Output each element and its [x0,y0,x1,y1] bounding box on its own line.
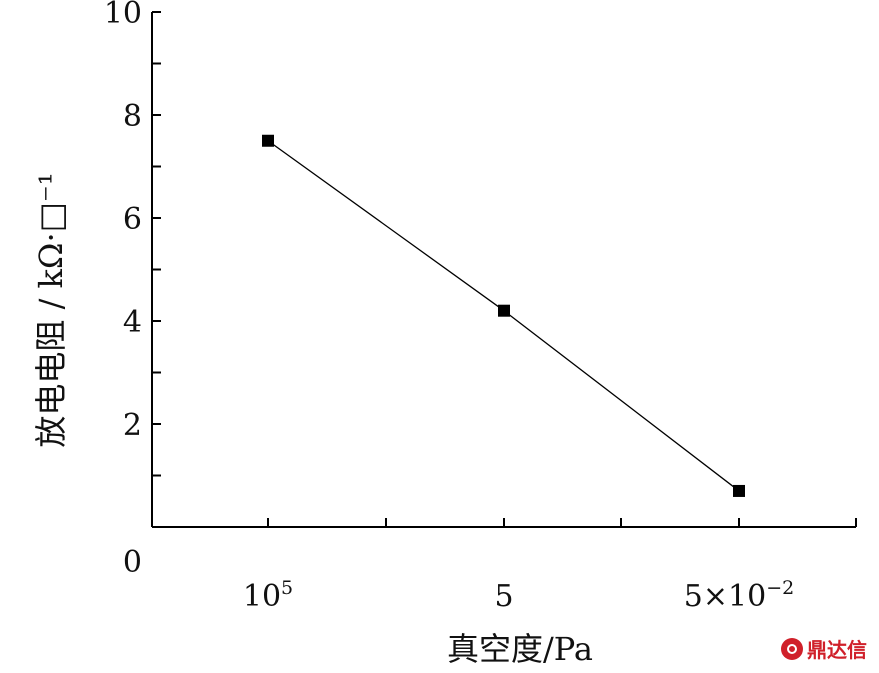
y-tick-label: 2 [123,408,142,443]
x-axis-title: 真空度/Pa [447,630,593,668]
watermark: 鼎达信 [781,634,867,663]
data-point-0 [262,134,274,147]
y-tick-label: 6 [123,202,142,237]
series-line [262,134,745,497]
y-tick-label: 10 [104,0,142,31]
y-tick-label: 4 [123,305,142,340]
x-tick-label: 5×10−2 [684,577,794,614]
watermark-logo-icon [781,637,803,660]
data-point-1 [498,304,510,317]
x-tick-labels: 105 5 5×10−2 [243,577,794,614]
y-tick-label: 0 [123,545,142,580]
x-tick-label: 5 [494,579,513,614]
axes [151,11,857,528]
y-tick-labels: 0 2 4 6 8 10 [104,0,142,580]
x-tick-label: 105 [243,577,293,614]
data-point-2 [733,484,745,497]
y-axis-title: 放电电阻 / kΩ·□⁻¹ [32,172,70,447]
y-tick-label: 8 [123,99,142,134]
watermark-text: 鼎达信 [807,638,867,662]
